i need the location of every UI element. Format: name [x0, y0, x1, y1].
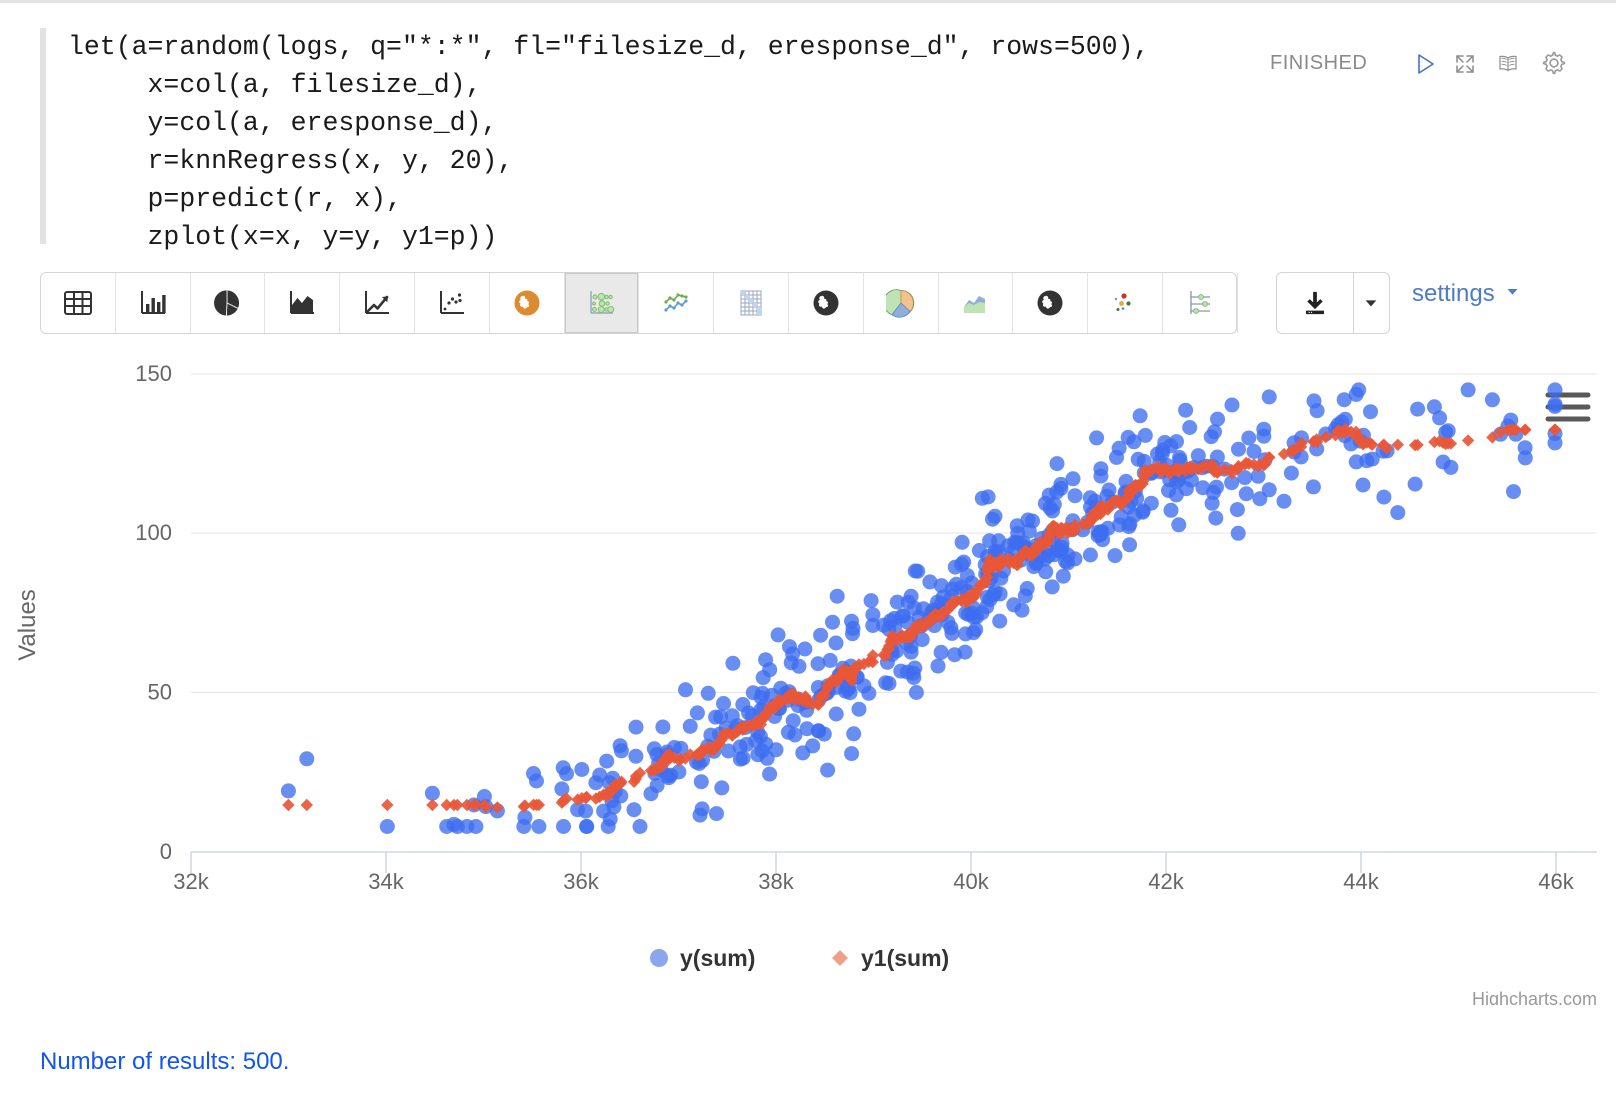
svg-text:32k: 32k [173, 869, 209, 894]
svg-text:Values: Values [14, 589, 41, 661]
svg-text:36k: 36k [563, 869, 599, 894]
svg-text:100: 100 [135, 520, 172, 545]
svg-text:40k: 40k [953, 869, 989, 894]
svg-text:y(sum): y(sum) [680, 945, 755, 971]
svg-text:44k: 44k [1343, 869, 1379, 894]
svg-text:150: 150 [135, 361, 172, 386]
svg-text:38k: 38k [758, 869, 794, 894]
svg-text:46k: 46k [1538, 869, 1574, 894]
svg-text:y1(sum): y1(sum) [861, 945, 949, 971]
svg-text:42k: 42k [1148, 869, 1184, 894]
svg-text:0: 0 [160, 839, 172, 864]
svg-text:50: 50 [148, 680, 172, 705]
svg-text:34k: 34k [368, 869, 404, 894]
svg-text:Highcharts.com: Highcharts.com [1472, 989, 1597, 1005]
